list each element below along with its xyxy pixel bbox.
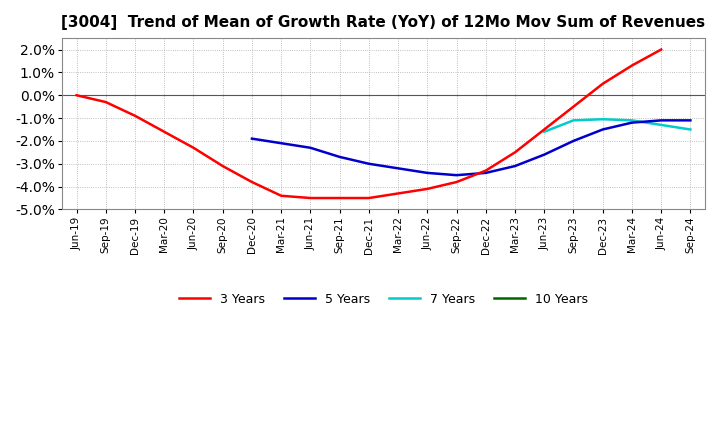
5 Years <box>423 170 431 176</box>
7 Years <box>598 117 607 122</box>
3 Years <box>452 180 461 185</box>
5 Years <box>277 140 286 146</box>
3 Years <box>394 191 402 196</box>
3 Years <box>423 186 431 191</box>
3 Years <box>102 99 110 105</box>
3 Years <box>336 195 344 201</box>
5 Years <box>336 154 344 160</box>
3 Years <box>248 180 256 185</box>
3 Years <box>189 145 198 150</box>
7 Years <box>686 127 695 132</box>
5 Years <box>686 118 695 123</box>
5 Years <box>628 120 636 125</box>
5 Years <box>482 170 490 176</box>
5 Years <box>569 138 577 143</box>
3 Years <box>218 163 227 169</box>
3 Years <box>657 47 665 52</box>
7 Years <box>657 122 665 128</box>
3 Years <box>277 193 286 198</box>
Title: [3004]  Trend of Mean of Growth Rate (YoY) of 12Mo Mov Sum of Revenues: [3004] Trend of Mean of Growth Rate (YoY… <box>61 15 706 30</box>
3 Years <box>510 150 519 155</box>
7 Years <box>540 129 549 134</box>
5 Years <box>394 166 402 171</box>
Line: 5 Years: 5 Years <box>252 121 690 175</box>
3 Years <box>598 81 607 86</box>
3 Years <box>72 92 81 98</box>
5 Years <box>364 161 373 166</box>
3 Years <box>131 113 140 118</box>
3 Years <box>160 129 168 134</box>
7 Years <box>628 118 636 123</box>
3 Years <box>364 195 373 201</box>
3 Years <box>628 63 636 68</box>
3 Years <box>540 127 549 132</box>
5 Years <box>657 118 665 123</box>
Line: 7 Years: 7 Years <box>544 119 690 132</box>
3 Years <box>482 168 490 173</box>
5 Years <box>452 172 461 178</box>
5 Years <box>248 136 256 141</box>
5 Years <box>540 152 549 157</box>
Line: 3 Years: 3 Years <box>76 50 661 198</box>
3 Years <box>306 195 315 201</box>
3 Years <box>569 104 577 109</box>
5 Years <box>598 127 607 132</box>
5 Years <box>306 145 315 150</box>
5 Years <box>510 163 519 169</box>
7 Years <box>569 118 577 123</box>
Legend: 3 Years, 5 Years, 7 Years, 10 Years: 3 Years, 5 Years, 7 Years, 10 Years <box>174 288 593 311</box>
